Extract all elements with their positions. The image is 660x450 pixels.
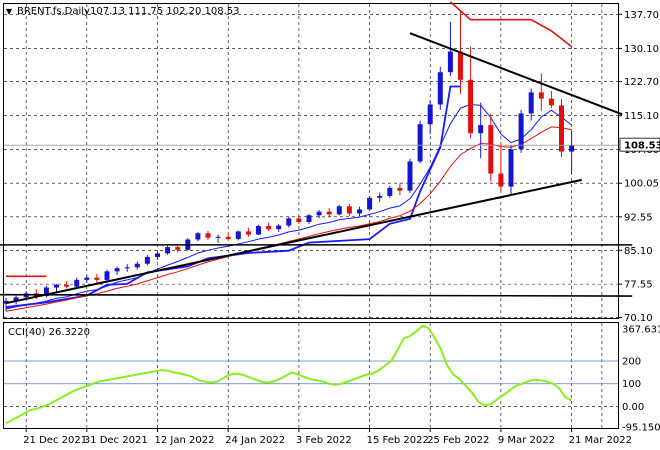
indicator-bands xyxy=(5,1,573,309)
candle-body-52 xyxy=(528,92,534,114)
last-price-box xyxy=(619,137,660,152)
candle-body-31 xyxy=(316,211,322,216)
candle-body-14 xyxy=(144,256,150,264)
trendline-3 xyxy=(0,293,633,297)
header-arrow-icon[interactable]: ▼ xyxy=(6,7,13,16)
candle-body-27 xyxy=(276,225,282,230)
upper-band-right xyxy=(449,1,573,48)
cci-tick-label-2: 100 xyxy=(622,379,641,390)
cci-line xyxy=(5,324,573,425)
candle-body-47 xyxy=(478,125,484,134)
candle-body-51 xyxy=(518,113,524,150)
price-tick-label-2: 122.70 xyxy=(624,77,659,88)
candle-body-24 xyxy=(245,231,251,235)
time-tick-label-8: 21 Mar 2022 xyxy=(569,435,632,446)
cci-label: CCI(40) 26.3220 xyxy=(8,327,90,338)
candle-body-25 xyxy=(256,226,261,235)
candle-body-29 xyxy=(296,218,302,223)
trendlines xyxy=(0,32,633,305)
candle-body-55 xyxy=(559,105,564,152)
last-price-label: 108.53 xyxy=(624,141,660,152)
candle-body-46 xyxy=(468,79,474,134)
candle-body-9 xyxy=(94,277,100,280)
price-tick-label-5: 100.05 xyxy=(624,179,659,190)
candle-body-32 xyxy=(326,211,332,215)
candle-body-23 xyxy=(235,231,241,240)
cci-panel-frame xyxy=(3,322,619,429)
candle-body-36 xyxy=(367,197,373,210)
time-tick-label-2: 12 Jan 2022 xyxy=(155,435,215,446)
candle-body-15 xyxy=(155,253,160,257)
candle-body-56 xyxy=(569,145,575,152)
time-tick-label-5: 15 Feb 2022 xyxy=(367,435,429,446)
candle-body-40 xyxy=(407,161,413,191)
candle-body-6 xyxy=(64,284,70,287)
trendline-0 xyxy=(5,178,582,305)
cci-tick-label-0: 367.6312 xyxy=(622,325,660,336)
cci-tick-label-1: 200 xyxy=(622,357,641,368)
price-axis: 137.70130.10122.70115.10107.60100.0592.5… xyxy=(4,10,660,324)
candle-body-7 xyxy=(74,279,80,287)
price-tick-label-8: 77.55 xyxy=(624,280,653,291)
candle-body-41 xyxy=(417,124,423,162)
price-panel-frame xyxy=(3,3,619,319)
time-tick-label-0: 21 Dec 2021 xyxy=(23,435,87,446)
candle-body-5 xyxy=(54,284,59,288)
candle-body-10 xyxy=(104,271,110,280)
candle-body-26 xyxy=(266,226,272,230)
candle-body-45 xyxy=(458,51,463,80)
ohlc-readout: 107.13 111.75 102.20 108.53 xyxy=(90,6,240,17)
cci-tick-label-3: 0.00 xyxy=(622,402,644,413)
time-tick-label-4: 3 Feb 2022 xyxy=(296,435,352,446)
cci-tick-label-4: -95.1505 xyxy=(622,423,660,434)
candle-body-49 xyxy=(498,173,504,187)
candle-body-17 xyxy=(175,247,181,250)
price-tick-label-1: 130.10 xyxy=(624,44,659,55)
candle-body-43 xyxy=(437,72,443,105)
price-tick-label-3: 115.10 xyxy=(624,111,659,122)
price-tick-label-9: 70.10 xyxy=(624,313,653,324)
candle-body-4 xyxy=(43,287,49,297)
candle-body-13 xyxy=(134,263,140,268)
candle-body-12 xyxy=(124,267,130,269)
candle-body-37 xyxy=(377,195,383,198)
price-tick-label-6: 92.55 xyxy=(624,212,653,223)
candle-body-20 xyxy=(205,233,211,238)
candle-body-48 xyxy=(488,125,494,174)
time-tick-label-7: 9 Mar 2022 xyxy=(498,435,555,446)
candle-body-35 xyxy=(357,209,362,214)
candle-body-19 xyxy=(195,233,201,240)
candle-body-39 xyxy=(397,187,403,191)
candle-body-54 xyxy=(548,98,554,106)
candle-body-21 xyxy=(215,236,221,238)
candle-body-28 xyxy=(286,218,292,226)
candle-body-53 xyxy=(538,92,544,99)
candle-body-34 xyxy=(346,206,352,214)
price-tick-label-7: 85.10 xyxy=(624,246,653,257)
time-tick-label-3: 24 Jan 2022 xyxy=(225,435,285,446)
candle-body-11 xyxy=(114,268,120,272)
price-tick-label-0: 137.70 xyxy=(624,10,659,21)
cci-indicator: 367.6312 200 100 0.00 -95.1505 xyxy=(4,325,660,434)
time-tick-label-1: 31 Dec 2021 xyxy=(84,435,148,446)
candle-body-30 xyxy=(306,215,312,223)
fast-moving-average xyxy=(5,103,572,310)
trendline-1 xyxy=(409,32,623,116)
candle-body-33 xyxy=(336,206,342,215)
candle-body-42 xyxy=(427,104,433,125)
candle-body-1 xyxy=(13,297,19,301)
candle-body-38 xyxy=(387,187,393,196)
candle-body-44 xyxy=(447,51,453,73)
candle-body-16 xyxy=(165,247,171,254)
lower-band xyxy=(5,85,461,309)
time-tick-label-6: 25 Feb 2022 xyxy=(427,435,489,446)
symbol-label: BRENT.fs,Daily xyxy=(17,6,90,17)
candle-body-22 xyxy=(225,236,231,240)
candle-body-8 xyxy=(84,277,90,280)
candle-body-50 xyxy=(508,149,514,187)
